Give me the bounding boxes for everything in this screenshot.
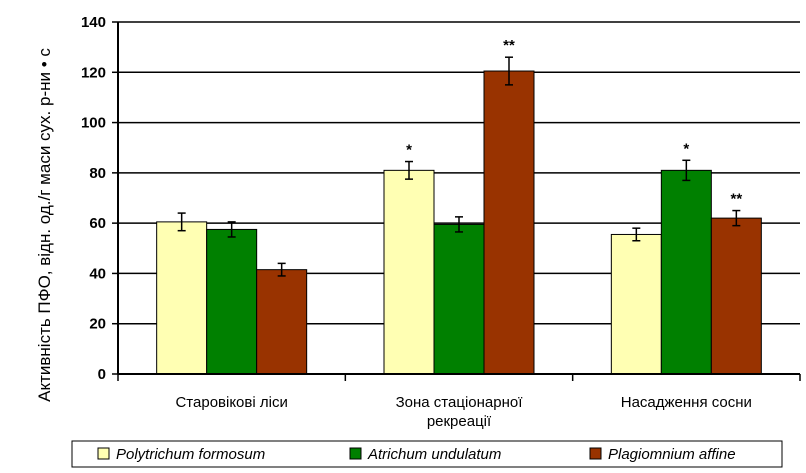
bar-3-3 (710, 217, 762, 375)
y-tick-label-40: 40 (89, 265, 106, 282)
bar-3-2 (483, 70, 535, 375)
legend-label-3: Plagiomnium affine (608, 446, 736, 463)
significance-mark-3-3: ** (730, 191, 742, 208)
legend-box (71, 440, 783, 468)
bar-2-2 (433, 223, 485, 375)
y-tick-label-60: 60 (89, 215, 106, 232)
significance-mark-1-2: * (406, 142, 412, 159)
legend: Polytrichum formosum Atrichum undulatum Pl… (71, 440, 783, 468)
annotations: ****** (406, 37, 742, 207)
y-tick-label-0: 0 (98, 366, 106, 383)
axes (112, 21, 801, 381)
error-bars (177, 56, 741, 277)
category-label-3: Насадження сосни (621, 394, 752, 411)
legend-swatch-2 (349, 447, 362, 460)
category-label-2: рекреації (427, 413, 492, 430)
bar-3-1 (256, 269, 308, 375)
y-ticks: 0 20 40 60 80 100 120 140 (81, 14, 106, 383)
legend-label-2: Atrichum undulatum (367, 446, 501, 463)
bar-2-3 (660, 169, 712, 375)
bar-2-1 (206, 228, 258, 375)
significance-mark-3-2: ** (503, 37, 515, 54)
category-labels: Старовікові ліси Зона стаціонарної рекреац… (175, 394, 751, 430)
bar-1-1 (156, 221, 208, 375)
category-label-2: Зона стаціонарної (396, 394, 524, 411)
legend-label-1: Polytrichum formosum (116, 446, 265, 463)
legend-swatch-1 (97, 447, 110, 460)
y-tick-label-100: 100 (81, 115, 106, 132)
y-tick-label-140: 140 (81, 14, 106, 31)
y-tick-label-120: 120 (81, 64, 106, 81)
bars (156, 70, 762, 375)
y-axis-label: Активність ПФО, відн. од./г маси сух. р-… (35, 48, 54, 402)
significance-mark-2-3: * (683, 140, 689, 157)
legend-swatch-3 (589, 447, 602, 460)
y-tick-label-20: 20 (89, 316, 106, 333)
category-label-1: Старовікові ліси (175, 394, 287, 411)
bar-1-3 (610, 233, 662, 375)
bar-1-2 (383, 169, 435, 375)
y-tick-label-80: 80 (89, 165, 106, 182)
